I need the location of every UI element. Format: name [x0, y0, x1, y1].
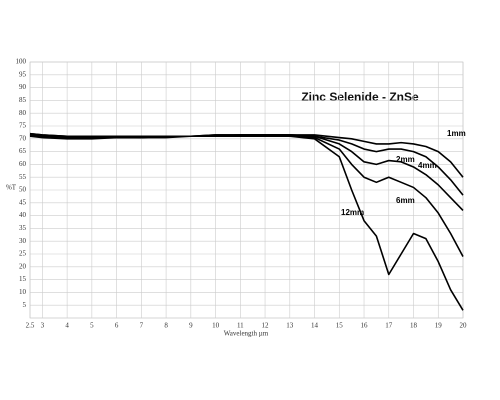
y-tick-label: 70: [19, 134, 27, 142]
x-tick-label: 5: [90, 322, 94, 330]
y-tick-label: 100: [16, 58, 27, 66]
y-tick-label: 20: [19, 262, 27, 270]
series-label: 2mm: [396, 155, 415, 164]
x-tick-label: 10: [212, 322, 220, 330]
x-tick-label: 6: [115, 322, 119, 330]
x-tick-label: 7: [140, 322, 144, 330]
series-label: 1mm: [447, 129, 466, 138]
x-tick-label: 11: [237, 322, 244, 330]
x-tick-label: 13: [286, 322, 294, 330]
x-tick-label: 16: [361, 322, 369, 330]
series-label: 12mm: [341, 208, 364, 217]
x-tick-label: 8: [164, 322, 168, 330]
y-tick-label: 65: [19, 147, 27, 155]
x-tick-label: 2.5: [26, 322, 35, 330]
x-tick-label: 18: [410, 322, 418, 330]
y-tick-label: 75: [19, 122, 27, 130]
y-tick-label: 95: [19, 70, 27, 78]
y-tick-label: 60: [19, 160, 27, 168]
y-tick-label: 85: [19, 96, 27, 104]
y-tick-label: 90: [19, 83, 27, 91]
x-tick-label: 19: [435, 322, 443, 330]
y-tick-label: 55: [19, 173, 27, 181]
x-tick-label: 17: [385, 322, 393, 330]
y-tick-label: 30: [19, 237, 27, 245]
y-axis-label: %T: [6, 184, 17, 192]
y-tick-label: 5: [23, 301, 27, 309]
x-axis-label: Wavelength µm: [224, 330, 269, 338]
x-tick-label: 14: [311, 322, 319, 330]
x-tick-label: 15: [336, 322, 344, 330]
x-tick-label: 3: [41, 322, 45, 330]
y-tick-label: 50: [19, 186, 27, 194]
y-tick-label: 15: [19, 275, 27, 283]
chart-title: Zinc Selenide - ZnSe: [301, 90, 419, 104]
y-tick-label: 45: [19, 198, 27, 206]
x-tick-label: 9: [189, 322, 193, 330]
series-line: [29, 135, 464, 311]
series-label: 4mm: [418, 161, 437, 170]
x-tick-label: 4: [65, 322, 69, 330]
series-label: 6mm: [396, 196, 415, 205]
y-tick-label: 40: [19, 211, 27, 219]
y-tick-label: 10: [19, 288, 27, 296]
x-tick-label: 12: [262, 322, 270, 330]
y-tick-label: 25: [19, 250, 27, 258]
y-tick-label: 80: [19, 109, 27, 117]
x-tick-label: 20: [460, 322, 468, 330]
y-tick-label: 35: [19, 224, 27, 232]
